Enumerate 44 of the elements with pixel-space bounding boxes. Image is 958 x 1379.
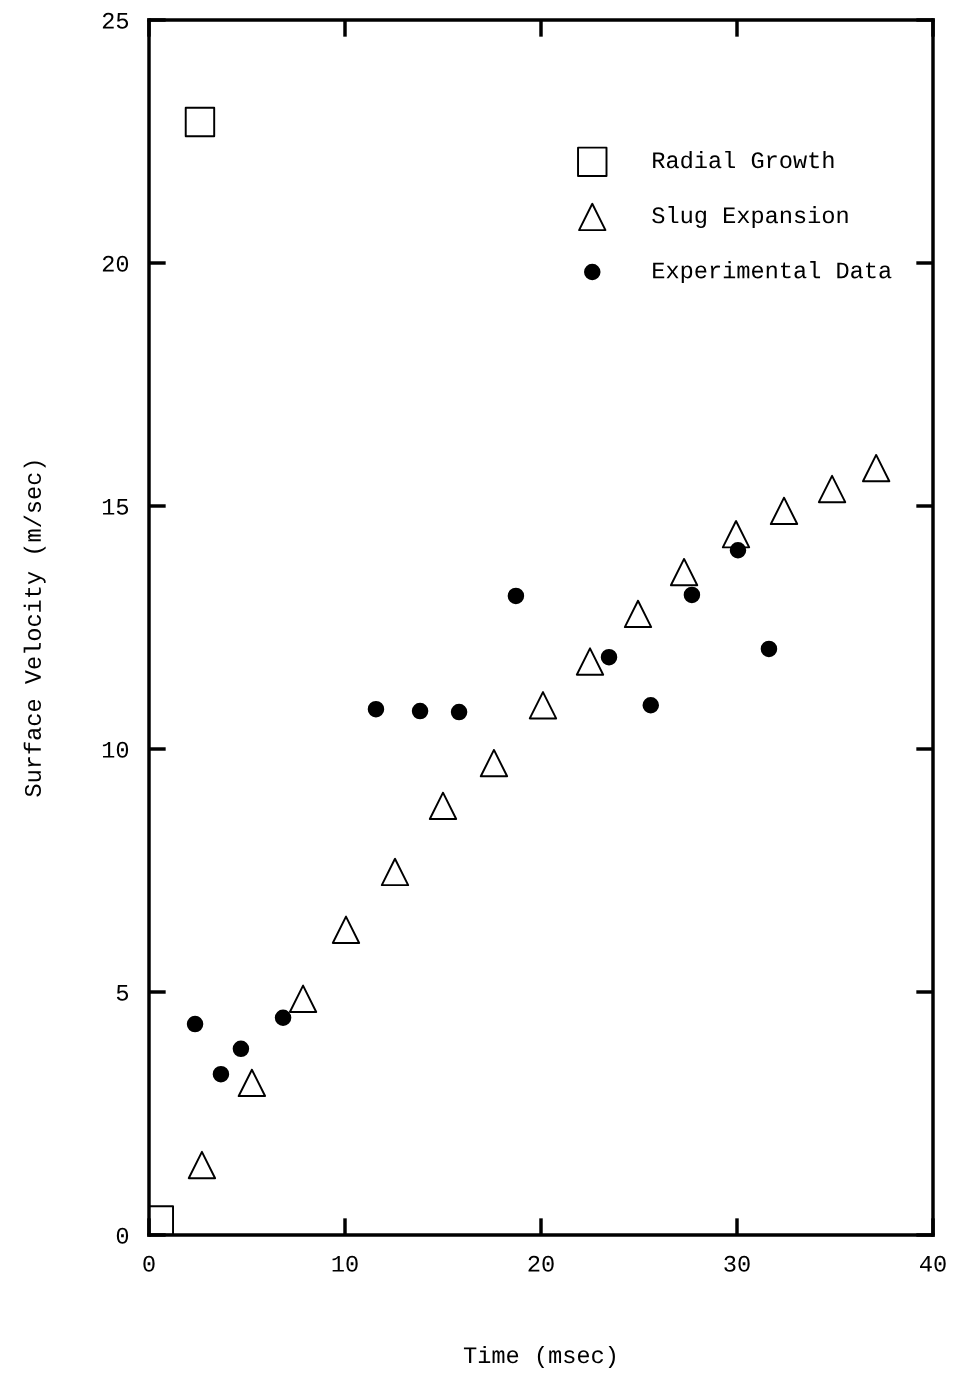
point [729, 541, 747, 559]
point [760, 640, 778, 658]
y-tick-label: 20 [102, 255, 129, 272]
x-tick-label: 30 [724, 1255, 750, 1272]
point [575, 647, 605, 676]
point [428, 791, 458, 821]
point [683, 586, 701, 604]
point [600, 648, 618, 666]
point [232, 1040, 250, 1058]
point [669, 557, 699, 587]
x-axis-title: Time (msec) [463, 1345, 615, 1368]
point [367, 700, 385, 718]
point [642, 697, 660, 714]
point [623, 599, 653, 629]
point [331, 915, 361, 944]
y-tick-label: 5 [116, 985, 129, 1001]
y-tick-label: 15 [102, 499, 129, 515]
y-tick-label: 10 [102, 741, 129, 758]
x-tick-label: 40 [920, 1255, 946, 1272]
point [528, 691, 558, 720]
point [274, 1009, 292, 1027]
point [411, 702, 429, 720]
x-tick-label: 0 [143, 1255, 155, 1272]
point [450, 703, 468, 721]
y-tick-label: 25 [102, 12, 129, 29]
point [380, 857, 410, 887]
point [212, 1065, 230, 1083]
point [288, 984, 318, 1013]
point [186, 1015, 204, 1033]
x-tick-label: 10 [332, 1255, 358, 1272]
legend-label: Experimental Data [653, 261, 892, 284]
point [187, 1150, 217, 1180]
point [721, 520, 751, 549]
y-tick-label: 0 [116, 1227, 129, 1244]
y-axis-title: Surface Velocity (m/sec) [23, 461, 46, 797]
x-tick-label: 20 [528, 1255, 554, 1272]
point [507, 587, 525, 605]
point [769, 496, 799, 526]
legend-label: Slug Expansion [652, 206, 848, 229]
point [237, 1068, 267, 1098]
point [862, 453, 891, 483]
point [817, 474, 847, 504]
legend-label: Radial Growth [653, 150, 834, 169]
point [479, 748, 509, 778]
